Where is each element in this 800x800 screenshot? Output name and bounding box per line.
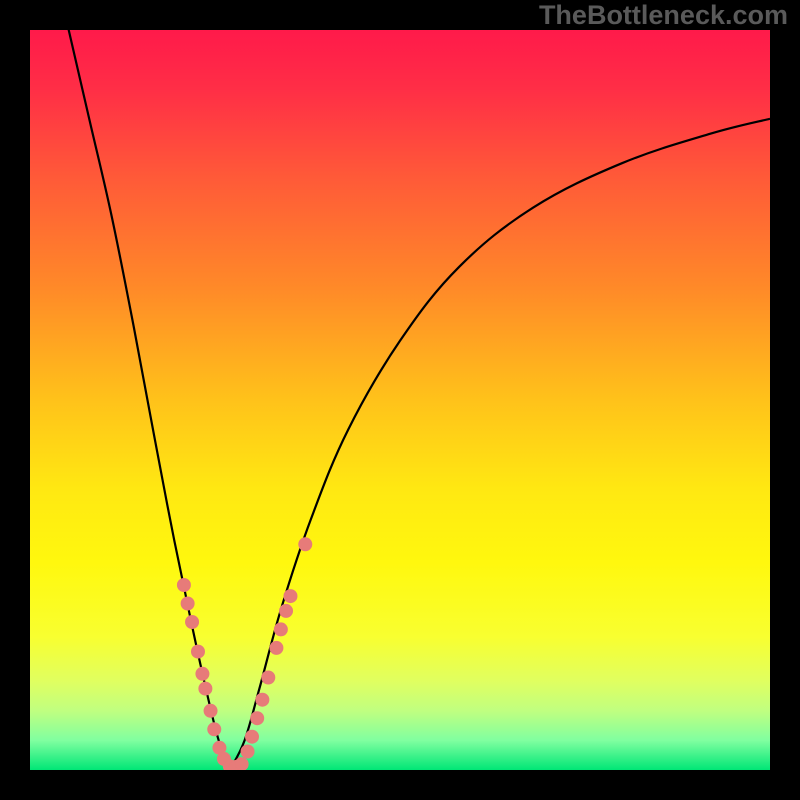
- chart-container: TheBottleneck.com: [0, 0, 800, 800]
- plot-gradient-area: [30, 30, 770, 770]
- watermark-text: TheBottleneck.com: [539, 0, 788, 31]
